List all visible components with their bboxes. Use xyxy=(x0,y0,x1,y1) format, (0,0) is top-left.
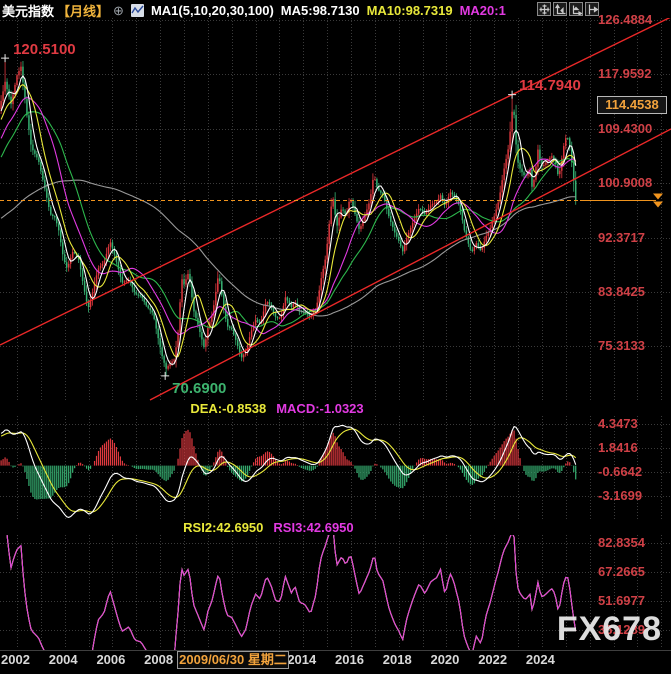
rsi3-value: RSI3:42.6950 xyxy=(273,520,354,535)
chart-style-icon[interactable] xyxy=(130,4,144,17)
selected-date-axis-box: 2009/06/30 星期二 xyxy=(177,651,289,669)
year-axis-label: 2014 xyxy=(287,652,317,667)
current-price-axis-box: 114.4538 xyxy=(597,96,667,114)
macd-macd-value: MACD:-1.0323 xyxy=(276,401,364,416)
macd-axis-label: -3.1699 xyxy=(598,487,643,503)
period-label[interactable]: 【月线】 xyxy=(57,4,110,19)
ma10-value: MA10:98.7319 xyxy=(366,3,453,18)
ma5-value: MA5:98.7130 xyxy=(280,3,360,18)
expand-icon[interactable]: ⊕ xyxy=(113,2,124,18)
price-axis-label: 83.8425 xyxy=(598,283,645,299)
rsi-axis-label: 36.1289 xyxy=(598,621,645,637)
year-axis-label: 2004 xyxy=(48,652,78,667)
price-axis-label: 126.4884 xyxy=(598,11,653,27)
macd-settings-label: MACD(26,12,9) xyxy=(2,401,94,416)
rsi2-value: RSI2:42.6950 xyxy=(183,520,264,535)
year-axis-label: 2022 xyxy=(478,652,508,667)
crosshair-icon[interactable] xyxy=(537,2,551,16)
go-latest-icon[interactable] xyxy=(585,2,599,16)
rsi-settings-label: RSI(14,14,14) xyxy=(2,520,83,535)
rsi-header: RSI(14,14,14) RSI1:42.6950 RSI2:42.6950 … xyxy=(2,520,354,535)
price-axis-label: 100.9008 xyxy=(598,175,653,191)
price-axis-label: 92.3717 xyxy=(598,229,645,245)
rsi1-value: RSI1:42.6950 xyxy=(92,520,174,535)
price-axis-label: 109.4300 xyxy=(598,120,653,136)
chart-header: 美元指数 【月线】 ⊕ MA1(5,10,20,30,100) MA5:98.7… xyxy=(2,1,506,20)
macd-axis-label: 1.8416 xyxy=(598,439,638,455)
year-axis-label: 2024 xyxy=(525,652,555,667)
rsi-axis-label: 82.8354 xyxy=(598,534,645,550)
rsi-axis-label: 67.2665 xyxy=(598,563,645,579)
macd-dea-value: DEA:-0.8538 xyxy=(190,401,267,416)
rsi-axis-label: 51.6977 xyxy=(598,592,645,608)
year-axis-label: 2008 xyxy=(144,652,174,667)
macd-axis-label: 4.3473 xyxy=(598,415,638,431)
watermark: FX678 xyxy=(556,610,662,648)
price-annotation: 120.5100 xyxy=(13,41,76,59)
chart-toolbar xyxy=(537,2,599,16)
macd-header: MACD(26,12,9) DIFF:-1.3700 DEA:-0.8538 M… xyxy=(2,401,364,416)
year-axis-label: 2002 xyxy=(1,652,30,667)
year-axis-label: 2016 xyxy=(335,652,364,667)
year-axis-label: 2018 xyxy=(382,652,412,667)
scale-x-icon[interactable] xyxy=(569,2,583,16)
instrument-title: 美元指数 xyxy=(2,4,55,19)
ma20-value: MA20:1 xyxy=(459,3,506,18)
year-axis-label: 2020 xyxy=(430,652,460,667)
price-annotation: 114.7940 xyxy=(519,76,581,94)
ma-settings-label: MA1(5,10,20,30,100) xyxy=(150,3,274,18)
macd-axis-label: -0.6642 xyxy=(598,463,643,479)
price-annotation: 70.6900 xyxy=(172,379,227,397)
price-axis-label: 75.3133 xyxy=(598,338,645,354)
year-axis-label: 2006 xyxy=(96,652,126,667)
price-axis-label: 117.9592 xyxy=(598,66,652,82)
macd-diff-value: DIFF:-1.3700 xyxy=(103,401,181,416)
scale-y-icon[interactable] xyxy=(553,2,567,16)
